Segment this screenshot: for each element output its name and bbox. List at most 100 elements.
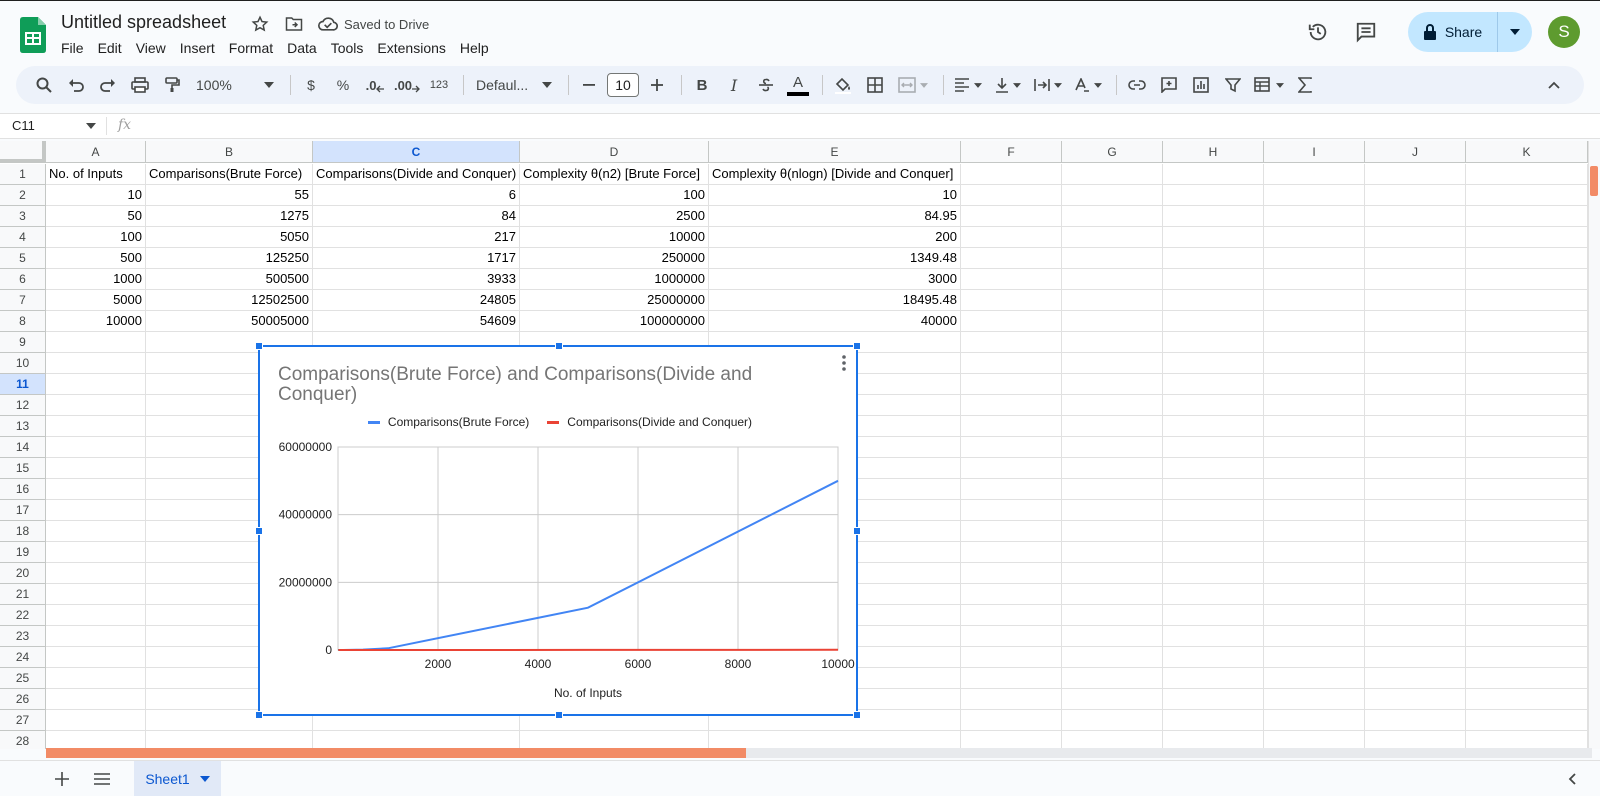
borders-icon[interactable] [861,71,889,99]
cell[interactable] [961,332,1062,353]
cell[interactable] [1062,290,1163,311]
cell[interactable] [1163,332,1264,353]
cell[interactable]: 25000000 [520,290,709,311]
cell[interactable] [46,710,146,731]
row-header[interactable]: 17 [0,500,46,521]
cell[interactable] [1365,584,1466,605]
cell[interactable] [46,374,146,395]
cell[interactable] [1466,353,1588,374]
explore-collapse-icon[interactable] [1562,769,1582,789]
menu-data[interactable]: Data [287,40,325,56]
cell[interactable] [1466,332,1588,353]
cell[interactable] [961,479,1062,500]
cell[interactable] [1466,248,1588,269]
cell[interactable] [46,647,146,668]
cell[interactable] [961,542,1062,563]
cell[interactable] [1062,689,1163,710]
cell[interactable] [46,395,146,416]
cell[interactable]: 1717 [313,248,520,269]
row-header[interactable]: 21 [0,584,46,605]
search-menus-icon[interactable] [30,71,58,99]
row-header[interactable]: 27 [0,710,46,731]
cell[interactable]: 6 [313,185,520,206]
cell[interactable] [1264,584,1365,605]
cell[interactable] [1062,332,1163,353]
column-header[interactable]: F [961,141,1062,163]
share-dropdown-icon[interactable] [1498,12,1532,52]
cell[interactable] [1163,227,1264,248]
cell[interactable] [1163,626,1264,647]
cell[interactable] [961,605,1062,626]
cell[interactable] [961,269,1062,290]
collapse-toolbar-icon[interactable] [1540,71,1568,99]
add-sheet-icon[interactable] [52,769,72,789]
functions-icon[interactable] [1291,71,1319,99]
cell[interactable] [961,416,1062,437]
fill-color-icon[interactable] [829,71,857,99]
cell[interactable] [1163,605,1264,626]
cell[interactable]: 54609 [313,311,520,332]
share-button[interactable]: Share [1408,12,1532,52]
filter-icon[interactable] [1219,71,1247,99]
column-header[interactable]: B [146,141,313,163]
menu-edit[interactable]: Edit [98,40,130,56]
cell[interactable] [1264,479,1365,500]
row-header[interactable]: 8 [0,311,46,332]
cell[interactable] [1163,542,1264,563]
cell[interactable] [1264,269,1365,290]
row-header[interactable]: 16 [0,479,46,500]
vertical-scroll-thumb[interactable] [1590,166,1598,196]
row-header[interactable]: 9 [0,332,46,353]
menu-format[interactable]: Format [229,40,281,56]
cell[interactable]: Complexity θ(nlogn) [Divide and Conquer] [709,164,961,185]
cell[interactable]: 1275 [146,206,313,227]
cell[interactable] [46,563,146,584]
cell[interactable] [1466,647,1588,668]
cell[interactable] [961,731,1062,749]
cell[interactable] [961,500,1062,521]
cell[interactable] [1466,626,1588,647]
cell[interactable] [46,584,146,605]
menu-tools[interactable]: Tools [331,40,372,56]
cell[interactable] [1062,206,1163,227]
cell[interactable] [1264,206,1365,227]
undo-icon[interactable] [62,71,90,99]
cell[interactable] [1365,563,1466,584]
cell[interactable] [1062,395,1163,416]
cell[interactable] [1466,689,1588,710]
cell[interactable] [1466,437,1588,458]
cell[interactable] [1163,521,1264,542]
increase-decimal-button[interactable]: .00 [393,71,421,99]
cell[interactable] [520,731,709,749]
cell[interactable] [961,206,1062,227]
cell[interactable] [1062,521,1163,542]
row-header[interactable]: 7 [0,290,46,311]
row-header[interactable]: 20 [0,563,46,584]
cell[interactable] [1264,437,1365,458]
cell[interactable] [1163,731,1264,749]
cell[interactable]: 3000 [709,269,961,290]
row-header[interactable]: 4 [0,227,46,248]
cell[interactable] [1163,416,1264,437]
cell[interactable]: 250000 [520,248,709,269]
cell[interactable] [1365,437,1466,458]
cell[interactable] [1264,689,1365,710]
cell[interactable] [1466,731,1588,749]
cell[interactable] [1264,605,1365,626]
cell[interactable] [1466,710,1588,731]
version-history-icon[interactable] [1298,12,1338,52]
cell[interactable]: 10000 [520,227,709,248]
row-header[interactable]: 1 [0,164,46,185]
cell[interactable] [1365,395,1466,416]
cell[interactable]: Complexity θ(n2) [Brute Force] [520,164,709,185]
cell[interactable]: 10 [46,185,146,206]
row-header[interactable]: 28 [0,731,46,749]
cell[interactable] [1466,227,1588,248]
row-header[interactable]: 22 [0,605,46,626]
column-header[interactable]: K [1466,141,1588,163]
cell[interactable] [1466,374,1588,395]
cell[interactable] [46,437,146,458]
font-size-input[interactable]: 10 [607,73,639,97]
cell[interactable] [1365,479,1466,500]
cell[interactable] [1264,353,1365,374]
